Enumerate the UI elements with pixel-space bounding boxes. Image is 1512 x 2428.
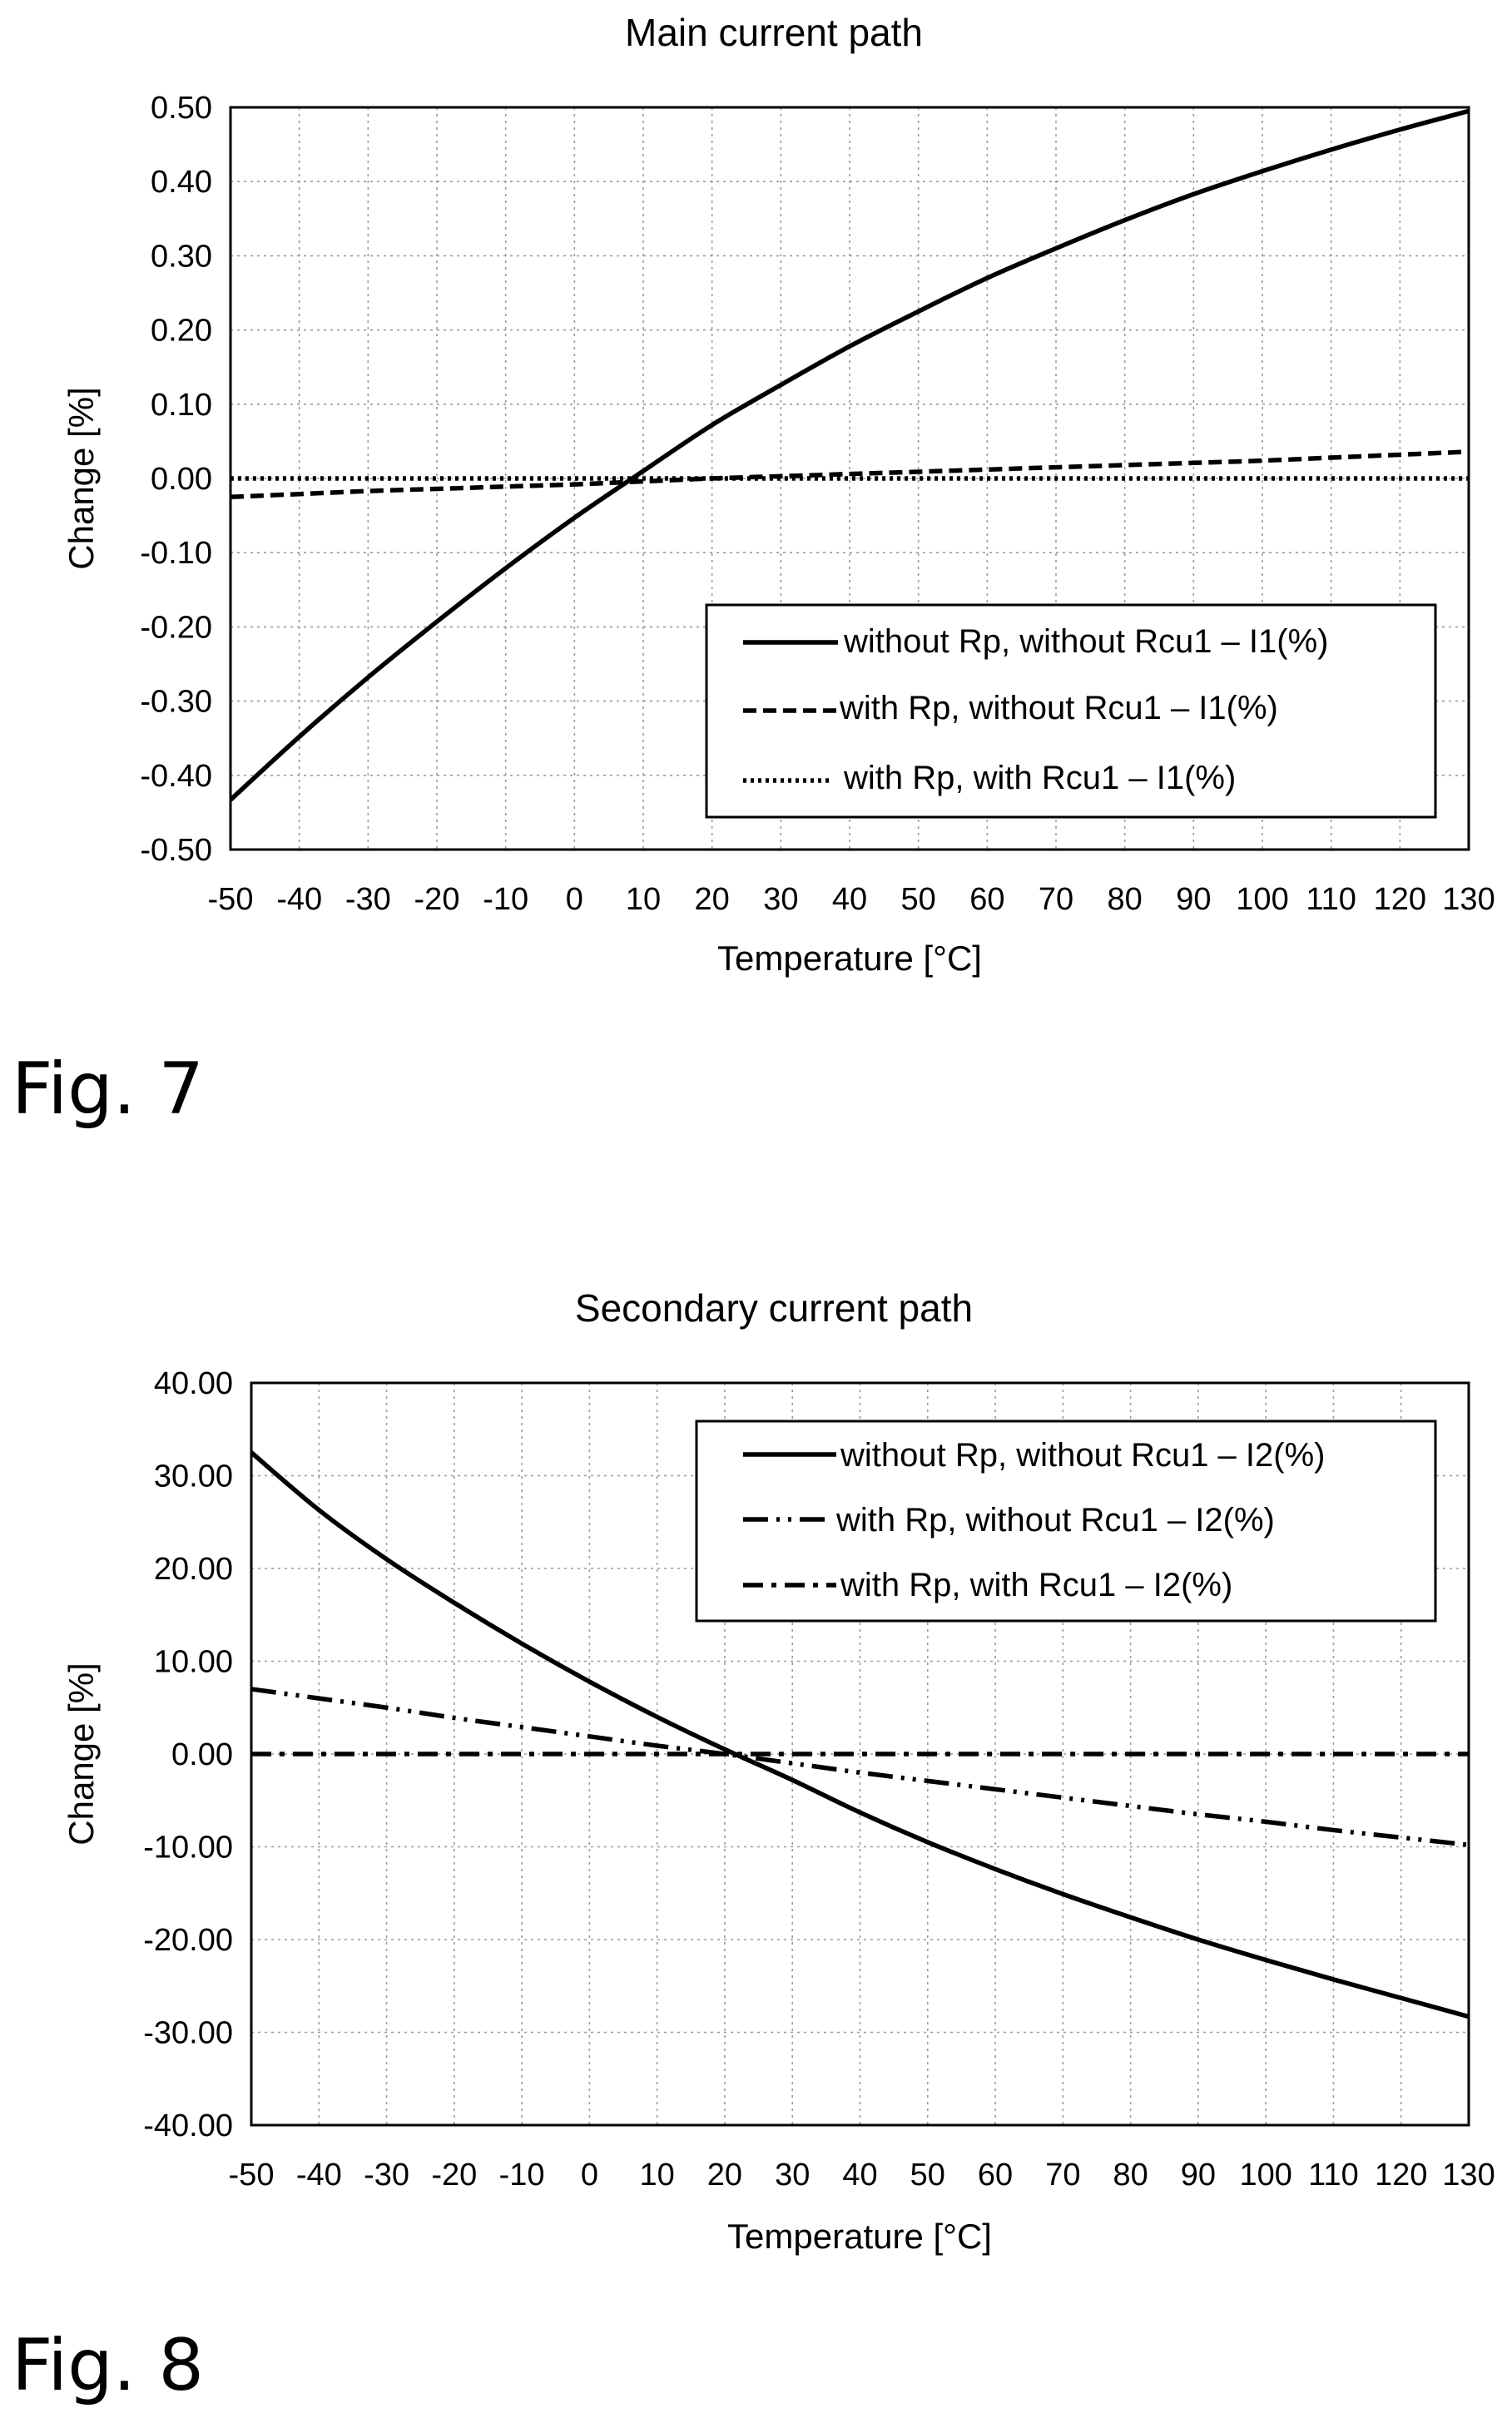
x-tick-label: -40 (276, 882, 322, 917)
y-tick-label: 0.40 (151, 165, 212, 200)
y-tick-label: 0.30 (151, 239, 212, 274)
grid (231, 107, 1469, 850)
y-tick-label: -10.00 (143, 1831, 233, 1866)
x-tick-label: -30 (345, 882, 391, 917)
y-tick-label: -0.40 (140, 759, 212, 794)
x-tick-label: 80 (1113, 2158, 1148, 2193)
x-tick-label: 40 (842, 2158, 877, 2193)
plot-frame (229, 106, 1470, 851)
x-tick-label: -50 (208, 882, 254, 917)
x-tick-label: 30 (763, 882, 798, 917)
legend-label: without Rp, without Rcu1 – I2(%) (840, 1437, 1325, 1474)
legend-label: with Rp, without Rcu1 – I2(%) (835, 1502, 1275, 1539)
chart-secondary-current-path: Secondary current path -50 -40 -30 -20 -10 0 1… (12, 1286, 1495, 2407)
x-tick-label: 70 (1039, 882, 1073, 917)
x-tick-label: -20 (414, 882, 460, 917)
x-tick-label: 90 (1176, 882, 1211, 917)
series-group (231, 108, 1469, 802)
x-tick-label: 40 (832, 882, 867, 917)
figure-label: Fig. 8 (12, 2324, 204, 2407)
x-tick-label: -10 (483, 882, 528, 917)
tick-labels: -50 -40 -30 -20 -10 0 10 20 30 40 50 60 70 80 90 100 110… (140, 91, 1495, 917)
y-tick-label: 0.00 (151, 462, 212, 497)
x-tick-label: 30 (775, 2158, 810, 2193)
y-tick-label: 40.00 (154, 1366, 233, 1401)
x-tick-label: 50 (901, 882, 936, 917)
chart-title: Secondary current path (575, 1286, 973, 1330)
x-tick-label: -20 (431, 2158, 477, 2193)
x-tick-label: 60 (978, 2158, 1013, 2193)
y-tick-label: -20.00 (143, 1923, 233, 1958)
x-tick-label: -10 (499, 2158, 545, 2193)
x-tick-label: -30 (364, 2158, 409, 2193)
y-tick-label: -30.00 (143, 2016, 233, 2051)
x-tick-label: 130 (1442, 882, 1495, 917)
y-tick-label: 30.00 (154, 1459, 233, 1494)
x-tick-label: 10 (640, 2158, 675, 2193)
plot-frame (250, 1381, 1470, 2127)
legend-label: with Rp, with Rcu1 – I2(%) (840, 1567, 1232, 1603)
x-tick-label: 80 (1108, 882, 1143, 917)
x-tick-label: 60 (969, 882, 1004, 917)
legend: without Rp, without Rcu1 – I2(%) with Rp… (695, 1420, 1437, 1623)
x-tick-label: 0 (581, 2158, 598, 2193)
legend-label: with Rp, with Rcu1 – I1(%) (843, 760, 1236, 796)
tick-labels: -50 -40 -30 -20 -10 0 10 20 30 40 50 60 70 80 90 100 110… (143, 1366, 1495, 2193)
y-tick-label: 0.50 (151, 91, 212, 126)
y-tick-label: -0.10 (140, 536, 212, 571)
y-tick-label: 0.00 (171, 1737, 233, 1772)
x-tick-label: -40 (296, 2158, 342, 2193)
y-tick-label: -0.30 (140, 685, 212, 720)
figure-label: Fig. 7 (12, 1048, 204, 1131)
x-axis-label: Temperature [°C] (717, 939, 982, 978)
x-tick-label: 120 (1374, 882, 1426, 917)
y-tick-label: -40.00 (143, 2108, 233, 2143)
y-tick-label: -0.20 (140, 610, 212, 645)
y-tick-label: 20.00 (154, 1552, 233, 1587)
y-axis-label: Change [%] (62, 1662, 101, 1845)
legend-label: without Rp, without Rcu1 – I1(%) (843, 623, 1328, 660)
series-line-2 (231, 449, 1469, 500)
x-tick-label: 20 (707, 2158, 742, 2193)
x-tick-label: 0 (566, 882, 583, 917)
x-tick-label: 20 (695, 882, 730, 917)
x-tick-label: 90 (1181, 2158, 1216, 2193)
x-tick-label: 50 (910, 2158, 945, 2193)
x-tick-label: 70 (1045, 2158, 1080, 2193)
series-group (251, 1450, 1469, 2019)
series-line-2 (251, 1687, 1469, 1848)
x-tick-label: 100 (1239, 2158, 1291, 2193)
y-tick-label: 10.00 (154, 1645, 233, 1680)
x-tick-label: 110 (1308, 2158, 1359, 2193)
x-tick-label: 10 (626, 882, 661, 917)
x-tick-label: -50 (229, 2158, 275, 2193)
y-tick-label: -0.50 (140, 833, 212, 868)
y-axis-label: Change [%] (62, 387, 101, 569)
x-tick-label: 100 (1236, 882, 1288, 917)
x-tick-label: 130 (1442, 2158, 1495, 2193)
y-tick-label: 0.20 (151, 314, 212, 349)
y-tick-label: 0.10 (151, 388, 212, 423)
chart-title: Main current path (625, 11, 923, 54)
series-line-1 (231, 108, 1469, 802)
series-line-1 (251, 1450, 1469, 2019)
legend: without Rp, without Rcu1 – I1(%) with Rp… (705, 603, 1437, 819)
x-tick-label: 110 (1306, 882, 1356, 917)
legend-label: with Rp, without Rcu1 – I1(%) (839, 690, 1278, 726)
chart-main-current-path: Main current path -50 -40 -30 -20 -10 0 10 20 30… (12, 11, 1495, 1131)
x-tick-label: 120 (1375, 2158, 1427, 2193)
x-axis-label: Temperature [°C] (727, 2217, 992, 2256)
